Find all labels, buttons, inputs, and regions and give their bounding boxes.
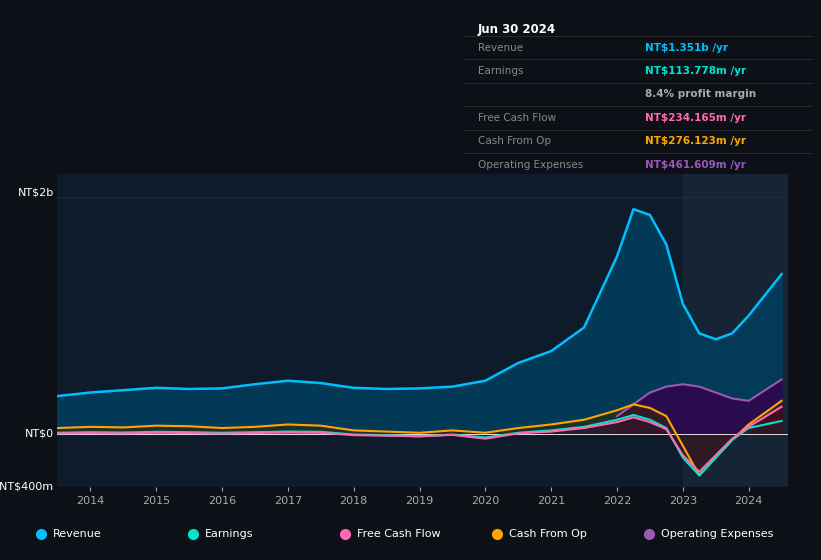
Text: Revenue: Revenue bbox=[478, 43, 523, 53]
Text: NT$234.165m /yr: NT$234.165m /yr bbox=[645, 113, 746, 123]
Text: NT$461.609m /yr: NT$461.609m /yr bbox=[645, 160, 746, 170]
Text: Earnings: Earnings bbox=[478, 66, 523, 76]
Text: Operating Expenses: Operating Expenses bbox=[661, 529, 773, 539]
Text: Earnings: Earnings bbox=[205, 529, 254, 539]
Text: -NT$400m: -NT$400m bbox=[0, 481, 54, 491]
Text: NT$2b: NT$2b bbox=[17, 187, 54, 197]
Text: Operating Expenses: Operating Expenses bbox=[478, 160, 583, 170]
Text: NT$0: NT$0 bbox=[25, 429, 54, 439]
Text: Cash From Op: Cash From Op bbox=[509, 529, 587, 539]
Text: 8.4% profit margin: 8.4% profit margin bbox=[645, 90, 756, 100]
Text: Jun 30 2024: Jun 30 2024 bbox=[478, 23, 556, 36]
Text: Cash From Op: Cash From Op bbox=[478, 136, 551, 146]
Text: NT$1.351b /yr: NT$1.351b /yr bbox=[645, 43, 728, 53]
Text: NT$113.778m /yr: NT$113.778m /yr bbox=[645, 66, 746, 76]
Text: NT$276.123m /yr: NT$276.123m /yr bbox=[645, 136, 746, 146]
Text: Revenue: Revenue bbox=[53, 529, 102, 539]
Text: Free Cash Flow: Free Cash Flow bbox=[478, 113, 556, 123]
Bar bbox=[683, 174, 795, 487]
Text: Free Cash Flow: Free Cash Flow bbox=[357, 529, 441, 539]
